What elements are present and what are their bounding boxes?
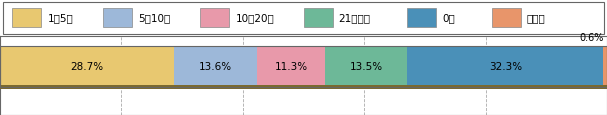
Bar — [603, 46, 607, 87]
Bar — [103, 9, 132, 28]
Text: 21回以上: 21回以上 — [339, 13, 371, 23]
Bar — [0, 46, 174, 87]
Text: 32.3%: 32.3% — [489, 62, 522, 72]
Bar — [257, 46, 325, 87]
Bar — [12, 9, 41, 28]
Text: 10～20回: 10～20回 — [236, 13, 274, 23]
Bar — [492, 9, 521, 28]
Bar — [407, 46, 603, 87]
Text: 28.7%: 28.7% — [70, 62, 104, 72]
Bar — [174, 46, 257, 87]
Text: 0回: 0回 — [442, 13, 455, 23]
Bar — [325, 46, 407, 87]
Text: 13.6%: 13.6% — [199, 62, 232, 72]
Bar — [200, 9, 229, 28]
Bar — [0, 86, 607, 89]
Text: 1～5回: 1～5回 — [47, 13, 73, 23]
Text: 13.5%: 13.5% — [350, 62, 383, 72]
Text: 5～10回: 5～10回 — [138, 13, 171, 23]
Bar — [0, 46, 607, 87]
Bar — [304, 9, 333, 28]
Bar — [3, 3, 604, 35]
Bar — [407, 9, 436, 28]
Text: 0.6%: 0.6% — [580, 32, 604, 42]
Text: 無回答: 無回答 — [527, 13, 546, 23]
Text: 11.3%: 11.3% — [274, 62, 308, 72]
